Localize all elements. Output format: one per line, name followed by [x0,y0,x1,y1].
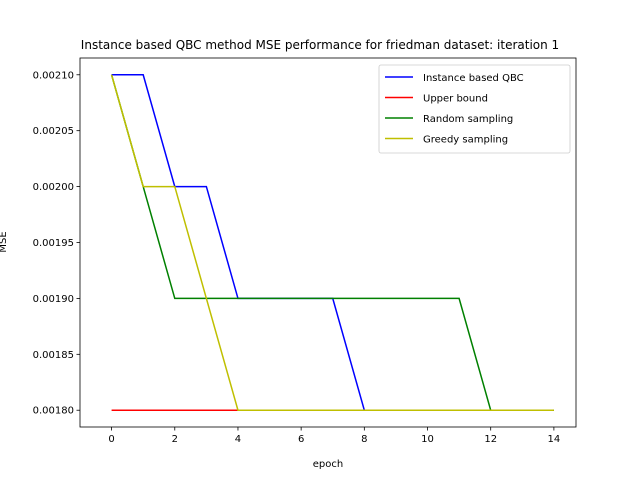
x-tick-label: 0 [108,434,114,445]
x-tick-label: 10 [421,434,434,445]
x-axis-ticks: 0 2 4 6 8 10 12 14 [108,427,560,445]
y-axis-ticks: 0.00180 0.00185 0.00190 0.00195 0.00200 0.002… [33,70,80,417]
x-axis-label: epoch [313,459,343,470]
x-tick-label: 2 [172,434,178,445]
series-line-3 [110,74,554,411]
x-tick-label: 6 [298,434,304,445]
legend-label: Random sampling [423,114,513,125]
y-tick-label: 0.00180 [33,406,74,417]
y-tick-label: 0.00185 [33,350,74,361]
y-tick-label: 0.00190 [33,294,74,305]
plot-lines [110,74,554,411]
legend-label: Instance based QBC [423,73,524,84]
series-line-4 [110,74,554,411]
y-axis-label: MSE [0,231,9,252]
y-tick-label: 0.00205 [33,126,74,137]
x-tick-label: 4 [235,434,241,445]
y-tick-label: 0.00210 [33,70,74,81]
x-tick-label: 14 [548,434,561,445]
x-tick-label: 12 [484,434,497,445]
legend-label: Greedy sampling [423,135,508,146]
legend-box [378,64,571,154]
legend-label: Upper bound [423,94,488,105]
y-tick-label: 0.00195 [33,238,74,249]
y-tick-label: 0.00200 [33,182,74,193]
chart-title: Instance based QBC method MSE performanc… [81,38,559,52]
legend: Instance based QBC Upper bound Random samp… [378,64,571,154]
x-tick-label: 8 [361,434,367,445]
